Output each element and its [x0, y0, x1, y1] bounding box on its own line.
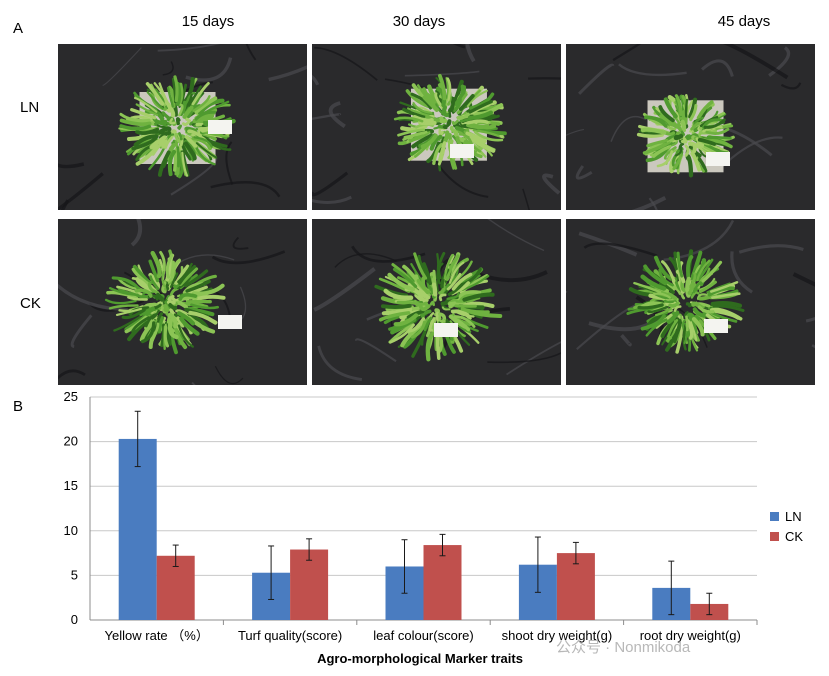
x-category-label: root dry weight(g)	[640, 628, 741, 643]
bar-ck	[290, 549, 329, 620]
ln-15-days-photo	[58, 44, 307, 210]
x-category-label: Yellow rate （%）	[105, 628, 209, 643]
y-tick-label: 5	[71, 567, 78, 582]
x-category-label: leaf colour(score)	[373, 628, 473, 643]
row-label-ln: LN	[20, 99, 40, 116]
legend-label-ck: CK	[785, 529, 803, 544]
y-tick-label: 20	[64, 434, 78, 449]
y-tick-label: 0	[71, 612, 78, 627]
ln-30-days-photo	[312, 44, 561, 210]
bar-chart: 0 5 10 15 20 25 Yellow rate （%） Turf quality(s…	[64, 389, 804, 666]
ln-45-days-photo	[566, 44, 815, 210]
ck-30-days-photo	[312, 219, 561, 385]
bar-ck	[423, 545, 462, 620]
ck-15-days-photo	[58, 219, 307, 385]
ck-45-days-photo	[566, 219, 815, 385]
bar-ln	[118, 438, 157, 620]
column-header-30-days: 30 days	[392, 13, 446, 30]
x-category-label: Turf quality(score)	[238, 628, 342, 643]
panel-b-label: B	[13, 398, 24, 415]
column-header-15-days: 15 days	[181, 13, 235, 30]
panel-a-label: A	[13, 20, 24, 37]
x-axis-title: Agro-morphological Marker traits	[317, 651, 523, 666]
legend-swatch-ck	[770, 532, 779, 541]
watermark: 公众号 · Nonmikoda	[556, 639, 691, 656]
legend-swatch-ln	[770, 512, 779, 521]
y-tick-label: 15	[64, 478, 78, 493]
y-tick-label: 10	[64, 523, 78, 538]
legend-label-ln: LN	[785, 509, 802, 524]
column-header-45-days: 45 days	[717, 13, 771, 30]
y-tick-label: 25	[64, 389, 78, 404]
x-category-label: shoot dry weight(g)	[502, 628, 613, 643]
row-label-ck: CK	[20, 295, 41, 312]
